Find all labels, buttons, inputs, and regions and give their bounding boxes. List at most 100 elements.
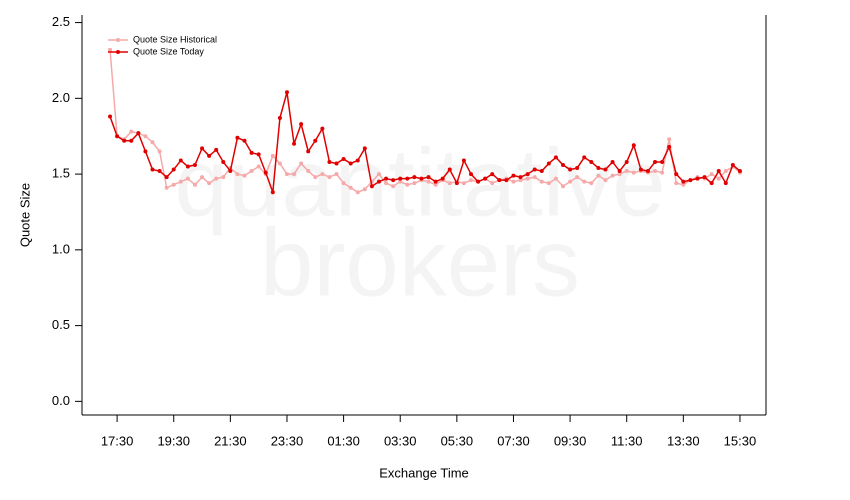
data-point [695,176,700,181]
data-point [306,169,311,174]
data-point [447,181,452,186]
data-point [546,181,551,186]
data-point [341,181,346,186]
x-axis-label: Exchange Time [379,465,469,480]
data-point [525,176,530,181]
data-point [376,172,381,177]
legend-label: Quote Size Historical [133,34,217,44]
data-point [638,167,643,172]
data-point [433,179,438,184]
x-tick-label: 05:30 [441,433,474,448]
data-point [490,172,495,177]
x-tick-label: 21:30 [214,433,247,448]
data-point [284,172,289,177]
data-point [596,166,601,171]
data-point [270,153,275,158]
data-point [532,175,537,180]
data-point [561,184,566,189]
data-point [674,181,679,186]
y-tick-label: 2.0 [52,90,70,105]
data-point [511,179,516,184]
data-point [553,155,558,160]
data-point [660,159,665,164]
data-point [256,152,261,157]
x-tick-label: 13:30 [667,433,700,448]
watermark: brokers [260,209,580,316]
data-point [398,179,403,184]
data-point [122,138,127,143]
data-point [143,134,148,139]
data-point [171,182,176,187]
data-point [277,116,282,121]
data-point [207,153,212,158]
data-point [624,169,629,174]
data-point [447,167,452,172]
data-point [518,175,523,180]
data-point [412,181,417,186]
data-point [716,169,721,174]
data-point [221,159,226,164]
data-point [320,126,325,131]
legend-point [116,50,120,54]
x-tick-label: 17:30 [101,433,134,448]
data-point [334,172,339,177]
data-point [313,138,318,143]
data-point [136,131,141,136]
data-point [348,185,353,190]
data-point [391,178,396,183]
data-point [468,178,473,183]
data-point [341,156,346,161]
data-point [426,175,431,180]
y-axis-label: Quote Size [17,183,32,247]
data-point [532,167,537,172]
data-point [504,178,509,183]
data-point [157,149,162,154]
x-tick-label: 09:30 [554,433,587,448]
data-point [108,47,113,52]
data-point [610,159,615,164]
legend-point [116,38,120,42]
data-point [178,179,183,184]
data-point [681,179,686,184]
data-point [398,176,403,181]
data-point [468,172,473,177]
data-point [235,172,240,177]
data-point [192,163,197,167]
data-point [362,146,367,151]
data-point [270,190,275,195]
legend-label: Quote Size Today [133,46,204,56]
data-point [178,158,183,163]
data-point [716,176,721,181]
data-point [561,163,566,167]
data-point [214,176,219,181]
y-tick-label: 1.5 [52,166,70,181]
data-point [454,181,459,186]
data-point [596,173,601,178]
data-point [589,181,594,186]
data-point [631,143,636,148]
data-point [653,169,658,174]
data-point [603,167,608,172]
x-tick-label: 03:30 [384,433,417,448]
x-tick-label: 15:30 [724,433,757,448]
data-point [568,167,573,172]
data-point [171,167,176,172]
data-point [299,161,304,166]
data-point [207,181,212,186]
data-point [617,172,622,177]
data-point [299,122,304,127]
data-point [617,169,622,174]
data-point [292,172,297,177]
data-point [497,178,502,183]
data-point [433,182,438,187]
data-point [384,181,389,186]
data-point [306,149,311,154]
data-point [384,176,389,181]
data-point [511,173,516,178]
x-tick-label: 01:30 [327,433,360,448]
data-point [200,175,205,180]
data-point [539,169,544,174]
data-point [355,190,360,195]
